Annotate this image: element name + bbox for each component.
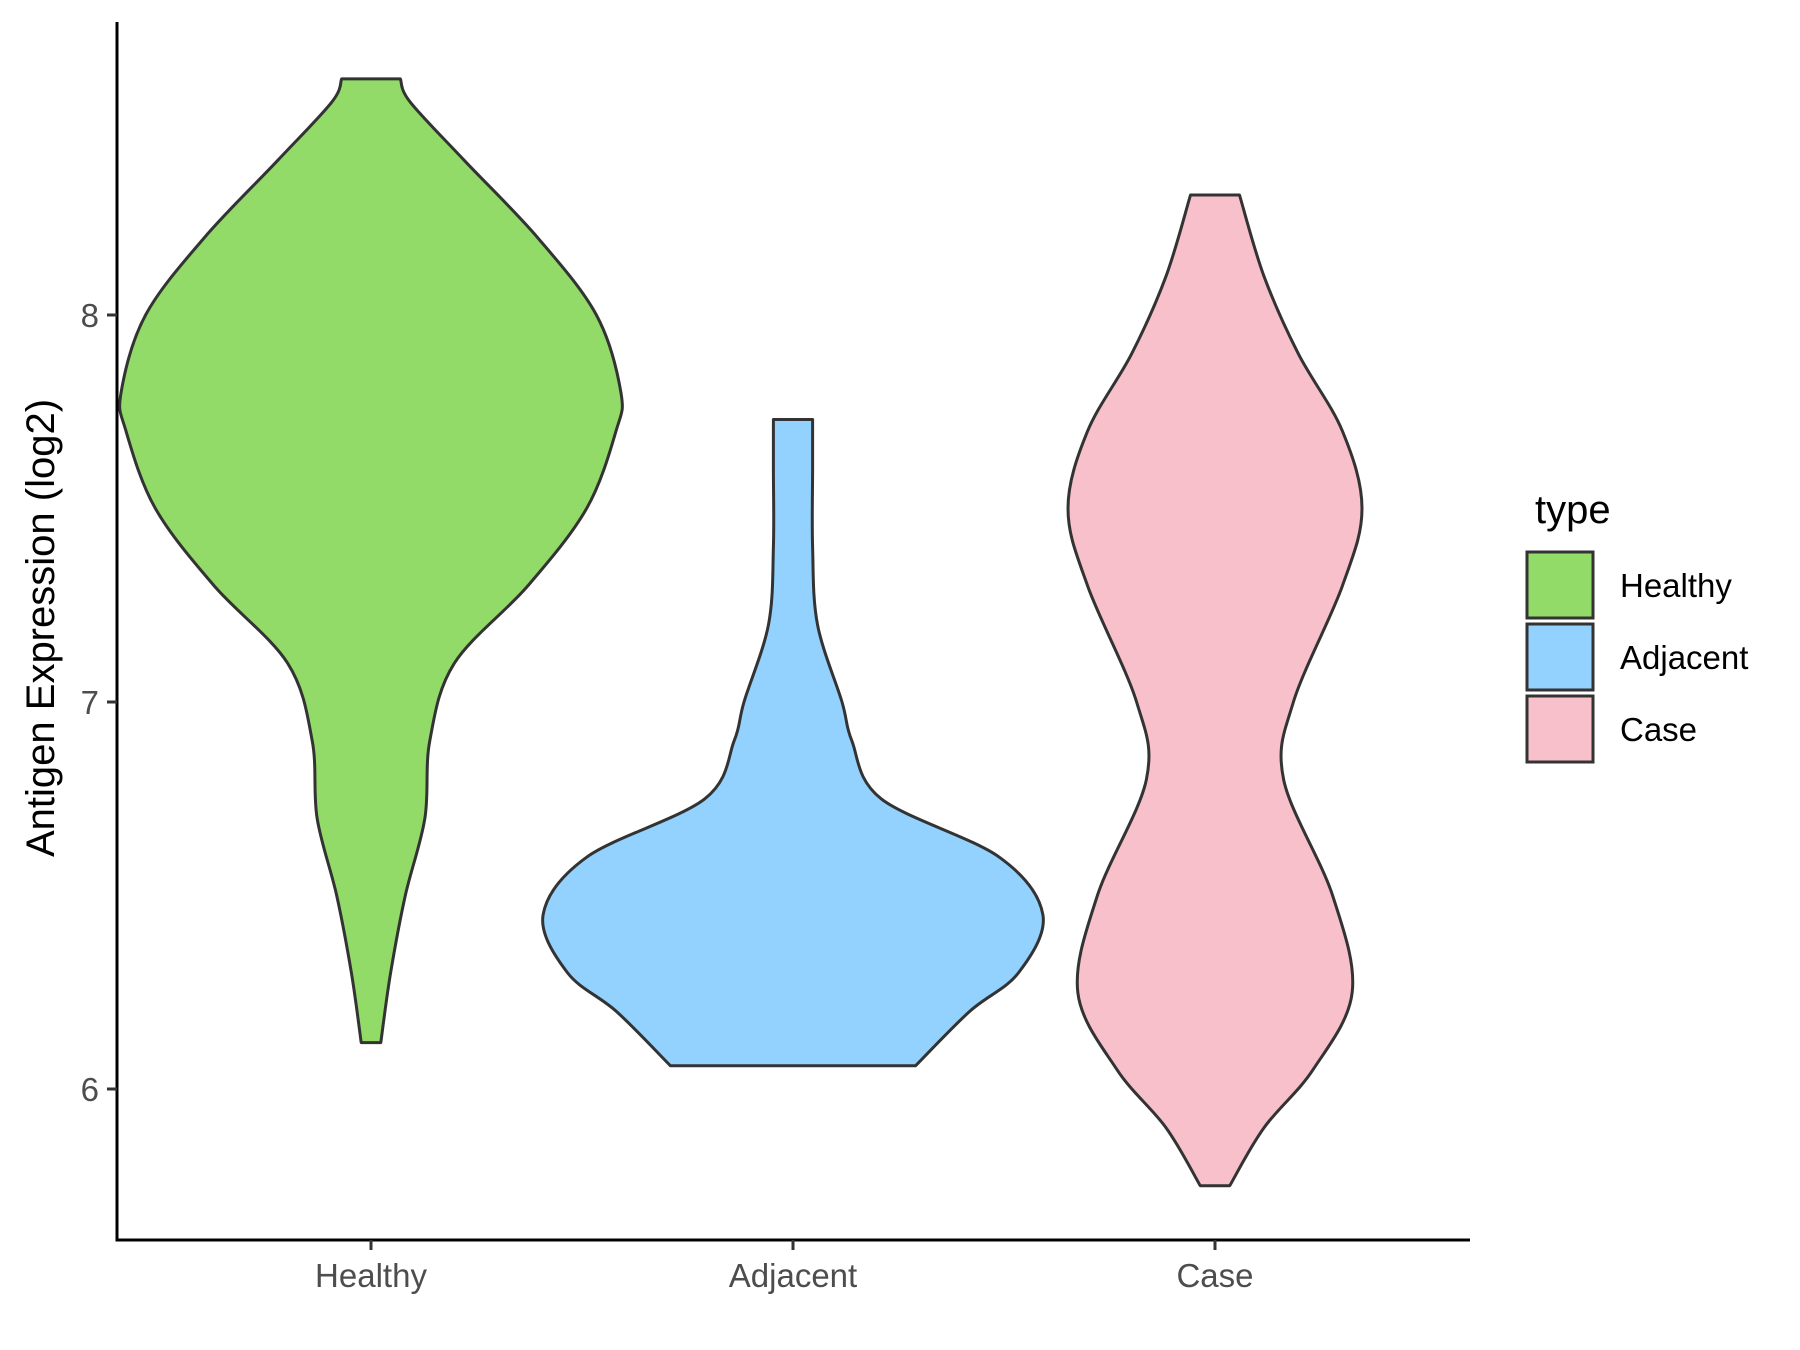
y-tick-label: 6 <box>81 1071 99 1108</box>
legend-label-healthy: Healthy <box>1620 567 1732 604</box>
x-tick-label: Adjacent <box>729 1257 857 1294</box>
legend-key-healthy <box>1525 550 1595 620</box>
legend-key-case <box>1525 694 1595 764</box>
legend-key-adjacent <box>1525 622 1595 692</box>
violin-layer <box>118 77 1364 1188</box>
legend-title: type <box>1535 488 1611 532</box>
violin-healthy <box>118 77 624 1045</box>
legend: type Healthy Adjacent Case <box>1525 488 1748 764</box>
x-axis-ticks: Healthy Adjacent Case <box>315 1240 1254 1294</box>
legend-items: Healthy Adjacent Case <box>1525 550 1748 764</box>
y-axis-ticks: 6 7 8 <box>81 297 117 1108</box>
x-tick-label: Healthy <box>315 1257 427 1294</box>
y-tick-label: 7 <box>81 684 99 721</box>
x-tick-label: Case <box>1176 1257 1253 1294</box>
y-tick-label: 8 <box>81 297 99 334</box>
legend-label-adjacent: Adjacent <box>1620 639 1748 676</box>
axes: 6 7 8 Healthy Adjacent Case <box>81 22 1470 1294</box>
y-axis-title: Antigen Expression (log2) <box>19 399 63 857</box>
violin-adjacent <box>541 418 1045 1068</box>
legend-label-case: Case <box>1620 711 1697 748</box>
violin-case <box>1066 193 1364 1188</box>
